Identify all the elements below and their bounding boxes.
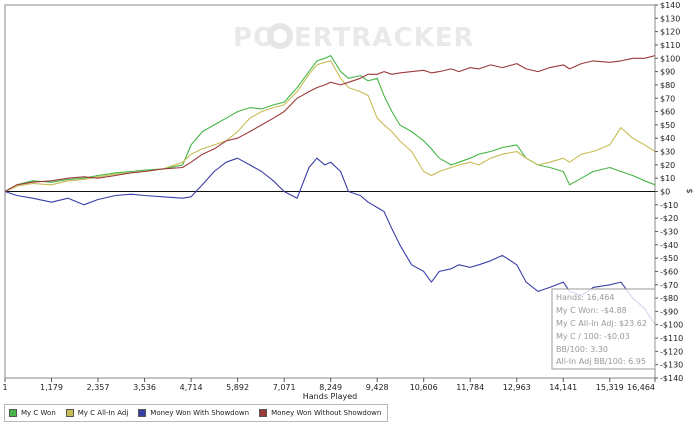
- y-tick-label: -$110: [660, 334, 683, 343]
- tooltip-line-c-won: My C Won: -$4.88: [556, 306, 627, 315]
- legend-swatch: [259, 409, 268, 417]
- x-tick-label: 3,536: [133, 383, 156, 392]
- watermark-chip-icon: [267, 23, 293, 49]
- series-line-my-c-all-in-adj: [4, 60, 656, 193]
- y-tick-label: -$60: [660, 267, 678, 276]
- y-tick-label: $0: [660, 188, 670, 197]
- y-tick-label: -$10: [660, 201, 678, 210]
- y-tick-label: -$20: [660, 214, 678, 223]
- legend-swatch: [9, 409, 17, 417]
- y-tick-label: -$40: [660, 241, 678, 250]
- hover-tooltip: Hands: 16,464 My C Won: -$4.88 My C All-…: [551, 288, 656, 370]
- y-axis-title: $: [685, 188, 694, 193]
- x-tick-label: 16,464: [627, 383, 655, 392]
- x-tick-label: 1,179: [40, 383, 63, 392]
- x-tick-label: 9,428: [366, 383, 389, 392]
- tooltip-line-bb-100: BB/100: 3.30: [556, 345, 608, 354]
- series-line-money-won-with-showdown: [4, 157, 656, 325]
- x-tick-label: 4,714: [180, 383, 203, 392]
- x-axis-title: Hands Played: [303, 392, 357, 401]
- y-tick-label: $50: [660, 121, 675, 130]
- y-tick-label: $140: [660, 1, 680, 10]
- y-tick-label: $110: [660, 41, 680, 50]
- x-tick-label: 11,784: [456, 383, 484, 392]
- y-tick-label: $60: [660, 108, 675, 117]
- tooltip-line-allin-bb-100: All-In Adj BB/100: 6.95: [556, 357, 646, 366]
- x-tick-label: 15,319: [596, 383, 624, 392]
- tooltip-line-c-per-100: My C / 100: -$0.03: [556, 332, 630, 341]
- x-tick-label: 12,963: [503, 383, 531, 392]
- y-tick-label: -$30: [660, 227, 678, 236]
- legend: My C Won My C All-In Adj Money Won With Sh…: [4, 404, 389, 422]
- legend-label: Money Won Without Showdown: [271, 409, 382, 417]
- x-tick-label: 10,606: [410, 383, 438, 392]
- tooltip-line-allin-adj: My C All-In Adj: $23.62: [556, 319, 647, 328]
- legend-label: My C All-In Adj: [77, 409, 129, 417]
- legend-item-my-c-all-in-adj[interactable]: My C All-In Adj: [62, 405, 135, 421]
- y-tick-label: $10: [660, 174, 675, 183]
- series-line-money-won-without-showdown: [4, 55, 656, 192]
- y-tick-label: -$100: [660, 321, 683, 330]
- y-tick-label: $130: [660, 14, 680, 23]
- tooltip-line-hands: Hands: 16,464: [556, 293, 614, 302]
- y-tick-label: -$70: [660, 281, 678, 290]
- legend-item-money-won-without-showdown[interactable]: Money Won Without Showdown: [255, 405, 387, 421]
- y-tick-label: $20: [660, 161, 675, 170]
- tooltip-box: [551, 288, 656, 370]
- x-tick-label: 7,071: [273, 383, 296, 392]
- legend-swatch: [138, 409, 147, 417]
- y-tick-label: -$130: [660, 361, 683, 370]
- y-tick-label: -$50: [660, 254, 678, 263]
- watermark: PO ERTRACKER: [233, 23, 475, 53]
- legend-label: My C Won: [21, 409, 56, 417]
- x-tick-label: 14,141: [549, 383, 577, 392]
- legend-swatch: [65, 409, 74, 417]
- x-tick-label: 5,892: [226, 383, 249, 392]
- y-tick-label: $40: [660, 134, 675, 143]
- legend-item-money-won-with-showdown[interactable]: Money Won With Showdown: [134, 405, 255, 421]
- x-tick-label: 8,249: [319, 383, 342, 392]
- y-tick-label: -$120: [660, 347, 683, 356]
- y-tick-label: -$90: [660, 307, 678, 316]
- legend-label: Money Won With Showdown: [150, 409, 250, 417]
- y-tick-label: -$80: [660, 294, 678, 303]
- y-tick-label: -$140: [660, 374, 683, 383]
- y-tick-label: $80: [660, 81, 675, 90]
- y-tick-label: $100: [660, 54, 680, 63]
- series-line-my-c-won: [4, 55, 656, 192]
- y-tick-label: $70: [660, 94, 675, 103]
- legend-item-my-c-won[interactable]: My C Won: [5, 405, 62, 421]
- y-tick-label: $120: [660, 28, 680, 37]
- watermark-text-right: ERTRACKER: [294, 23, 475, 53]
- y-tick-label: $30: [660, 148, 675, 157]
- y-tick-label: $90: [660, 68, 675, 77]
- x-tick-label: 2,357: [87, 383, 110, 392]
- x-tick-label: 1: [2, 383, 7, 392]
